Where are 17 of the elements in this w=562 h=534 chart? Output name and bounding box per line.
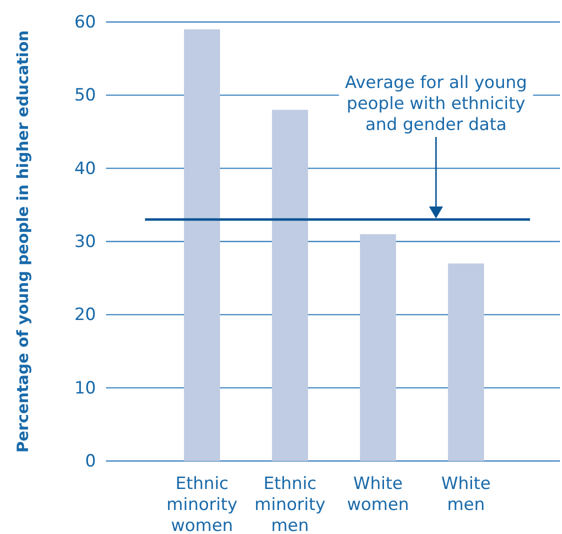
bar — [448, 263, 484, 461]
y-tick-label: 20 — [74, 305, 96, 326]
bar — [272, 110, 308, 461]
bar — [360, 234, 396, 461]
x-tick-label: White women — [346, 474, 410, 515]
y-tick-label: 0 — [85, 451, 96, 472]
x-tick-label: White men — [441, 474, 491, 515]
x-tick-label: Ethnic minority men — [254, 474, 326, 534]
y-axis-title: Percentage of young people in higher education — [14, 30, 32, 453]
y-tick-label: 50 — [74, 86, 96, 106]
ref-line-label: Average for all young people with ethnicity and gender data — [344, 73, 528, 135]
y-tick-label: 40 — [74, 158, 96, 179]
x-tick-label: Ethnic minority women — [166, 474, 238, 534]
y-tick-label: 30 — [74, 232, 96, 252]
bar — [184, 29, 220, 461]
y-tick-label: 10 — [74, 378, 96, 398]
y-tick-label: 60 — [74, 12, 96, 32]
